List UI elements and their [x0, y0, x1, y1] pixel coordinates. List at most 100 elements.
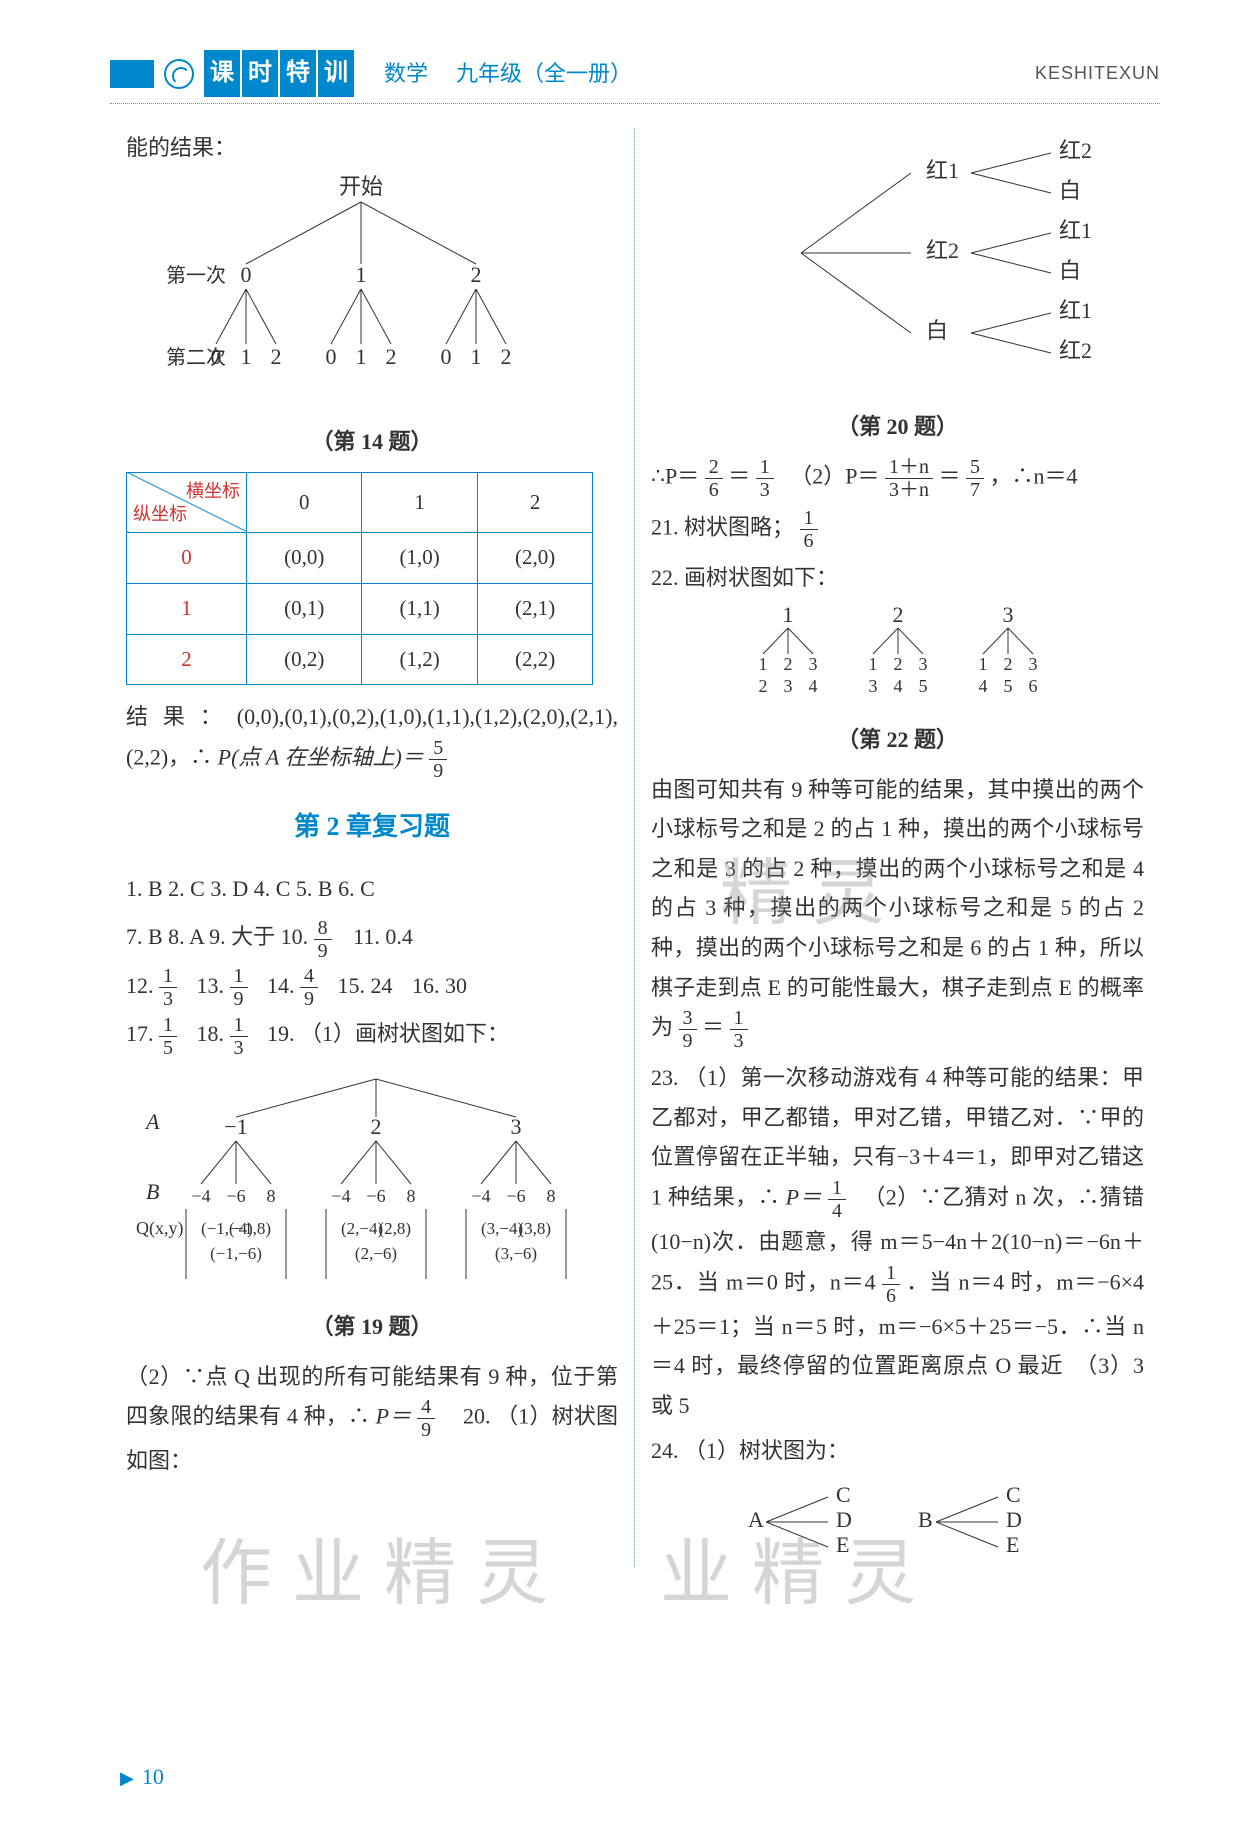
- p23: 23. （1）第一次移动游戏有 4 种等可能的结果：甲乙都对，甲乙都错，甲对乙错…: [651, 1058, 1144, 1425]
- badge-char-1: 时: [242, 50, 278, 97]
- t14-l2-4: 1: [356, 344, 367, 369]
- t22-s-01: 3: [783, 676, 792, 696]
- left-column: 能的结果： 开始 第一次 0 1 2 第二次 0 1 2 0 1: [110, 128, 635, 1567]
- t19-qt5: (3,8): [518, 1219, 551, 1238]
- p20t: ，∴n＝4: [990, 464, 1078, 489]
- a14f: 49: [300, 965, 318, 1010]
- t20-p1: 红2: [926, 238, 959, 263]
- t19-caption: （第 19 题）: [126, 1307, 618, 1347]
- p24-lead: 24. （1）树状图为：: [651, 1431, 1144, 1471]
- t19-b8: 8: [547, 1186, 556, 1206]
- p20b: ＝: [728, 464, 750, 489]
- t22-l2-12: 3: [918, 654, 927, 674]
- t19-l1-2: 3: [511, 1114, 522, 1139]
- t22-l2-22: 3: [1028, 654, 1037, 674]
- content-columns: 能的结果： 开始 第一次 0 1 2 第二次 0 1 2 0 1: [110, 128, 1160, 1567]
- t20-p2: 白: [926, 318, 948, 343]
- t22-s-12: 5: [918, 676, 927, 696]
- p20f3n: 1＋n: [885, 456, 933, 479]
- p20-eq: ∴P＝ 26 ＝ 13 （2）P＝ 1＋n3＋n ＝ 57 ，∴n＝4: [651, 456, 1144, 501]
- t19-qb0: (−1,−6): [210, 1244, 262, 1263]
- p20f4n: 5: [966, 456, 984, 479]
- p20a: ∴P＝: [651, 464, 699, 489]
- t20-c20: 红1: [1059, 298, 1092, 323]
- a17n: 1: [159, 1014, 177, 1037]
- review-title: 第 2 章复习题: [126, 804, 618, 851]
- coord-c-12: (2,1): [477, 583, 592, 634]
- p20f1d: 6: [705, 479, 723, 501]
- t20-c10: 红1: [1059, 218, 1092, 243]
- coord-table: 横坐标 纵坐标 0 1 2 0 (0,0) (1,0) (2,0) 1 (0,1…: [126, 472, 593, 685]
- coord-c-22: (2,2): [477, 634, 592, 685]
- a13d: 9: [230, 988, 248, 1010]
- a10d: 9: [314, 940, 332, 962]
- t20-c11: 白: [1059, 258, 1081, 283]
- ans-line4: 17. 15 18. 13 19. （1）画树状图如下：: [126, 1010, 618, 1058]
- a12n: 1: [159, 965, 177, 988]
- coord-c-20: (0,2): [247, 634, 362, 685]
- t22-l1-0: 1: [782, 604, 793, 627]
- p22f2n: 1: [730, 1007, 748, 1030]
- t14-l2-0: 0: [211, 344, 222, 369]
- t14-fan-1: [331, 289, 391, 344]
- t22-l2-20: 1: [978, 654, 987, 674]
- t14-fan-2: [446, 289, 506, 344]
- header-left: 课 时 特 训 数学 九年级（全一册）: [110, 50, 632, 97]
- t22-s-20: 4: [978, 676, 987, 696]
- t22-l2-11: 2: [893, 654, 902, 674]
- a14n: 4: [300, 965, 318, 988]
- a10n: 8: [314, 917, 332, 940]
- t19-f2: [481, 1141, 551, 1184]
- p20f2d: 3: [756, 479, 774, 501]
- result-frac: 5 9: [429, 737, 447, 782]
- t14-l2-5: 2: [386, 344, 397, 369]
- header-block: [110, 60, 154, 88]
- t24-A-c0: C: [836, 1482, 851, 1507]
- t24-B-c0: C: [1006, 1482, 1021, 1507]
- p20f2: 13: [756, 456, 774, 501]
- a12f: 13: [159, 965, 177, 1010]
- t22-s-10: 3: [868, 676, 877, 696]
- a12d: 3: [159, 988, 177, 1010]
- p23f2d: 6: [882, 1285, 900, 1307]
- p22-text: 由图可知共有 9 种等可能的结果，其中摸出的两个小球标号之和是 2 的占 1 种…: [651, 770, 1144, 1053]
- t22-s-00: 2: [758, 676, 767, 696]
- coord-rh-0: 0: [127, 532, 247, 583]
- t20-c00: 红2: [1059, 138, 1092, 163]
- t14-caption: （第 14 题）: [126, 422, 618, 462]
- header-grade: 九年级（全一册）: [456, 54, 632, 94]
- t22-l2-01: 2: [783, 654, 792, 674]
- t19-b5: 8: [407, 1186, 416, 1206]
- t14-fan-0: [216, 289, 276, 344]
- t19-qb2: (3,−6): [495, 1244, 537, 1263]
- badge-char-0: 课: [204, 50, 240, 97]
- t14-l2-8: 2: [501, 344, 512, 369]
- t20-c01: 白: [1059, 178, 1081, 203]
- a11: 11. 0.4: [353, 924, 413, 949]
- t22-g0: 1 1 2 3 2 3 4: [758, 604, 817, 696]
- p20f2n: 1: [756, 456, 774, 479]
- p20f1: 26: [705, 456, 723, 501]
- t19-qb1: (2,−6): [355, 1244, 397, 1263]
- t19-b2: 8: [267, 1186, 276, 1206]
- t19-b4: −6: [366, 1186, 385, 1206]
- page-header: 课 时 特 训 数学 九年级（全一册） KESHITEXUN: [110, 50, 1160, 104]
- p192f: 49: [417, 1396, 435, 1441]
- p192m: P＝: [376, 1404, 412, 1429]
- t14-l2-2: 2: [271, 344, 282, 369]
- t14-l2-1: 1: [241, 344, 252, 369]
- result-mid: P(点 A 在坐标轴上)＝: [218, 745, 424, 770]
- t24-A: A: [748, 1507, 764, 1532]
- t24-B-c1: D: [1006, 1507, 1022, 1532]
- t19-qt3: (2,8): [378, 1219, 411, 1238]
- t22-s-11: 4: [893, 676, 902, 696]
- a18d: 3: [230, 1037, 248, 1059]
- t19-f1: [341, 1141, 411, 1184]
- t14-l2-3: 0: [326, 344, 337, 369]
- a18f: 13: [230, 1014, 248, 1059]
- a10-frac: 89: [314, 917, 332, 962]
- t19-b6: −4: [471, 1186, 490, 1206]
- t19-B: B: [146, 1179, 159, 1204]
- t19-qt4: (3,−4): [481, 1219, 523, 1238]
- p20f1n: 2: [705, 456, 723, 479]
